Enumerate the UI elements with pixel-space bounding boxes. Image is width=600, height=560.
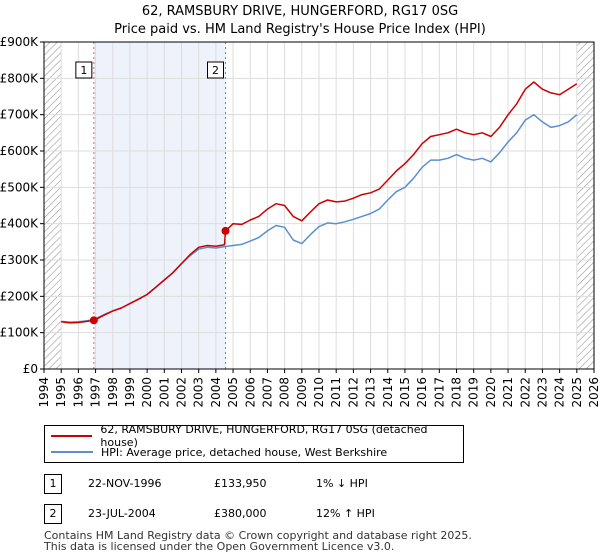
x-tick-label: 2011	[329, 377, 343, 408]
x-tick-label: 2002	[175, 377, 189, 408]
x-tick-label: 2020	[484, 377, 498, 408]
y-tick-label: £900K	[0, 35, 39, 49]
chart-subtitle: Price paid vs. HM Land Registry's House …	[114, 22, 486, 37]
transaction-row: 1 22-NOV-1996 £133,950 1% ↓ HPI	[44, 474, 564, 494]
x-tick-label: 2021	[501, 377, 515, 408]
transaction-label: 2	[212, 64, 219, 77]
transaction-row: 2 23-JUL-2004 £380,000 12% ↑ HPI	[44, 504, 564, 524]
transaction-price: £380,000	[214, 507, 267, 520]
x-tick-label: 2005	[226, 377, 240, 408]
y-tick-label: £600K	[0, 144, 39, 158]
x-tick-label: 2025	[570, 377, 584, 408]
y-tick-label: £0	[23, 362, 38, 376]
y-tick-label: £800K	[0, 71, 39, 85]
x-tick-label: 2026	[587, 377, 600, 408]
transaction-point	[221, 226, 230, 235]
legend-item-hpi: HPI: Average price, detached house, West…	[51, 444, 387, 460]
y-tick-label: £300K	[0, 253, 39, 267]
y-tick-label: £200K	[0, 289, 39, 303]
legend-label-hpi: HPI: Average price, detached house, West…	[101, 445, 388, 459]
transaction-label-box	[207, 61, 224, 79]
transaction-marker: 2	[44, 504, 62, 524]
x-tick-label: 2017	[432, 377, 446, 408]
x-tick-label: 2001	[157, 377, 171, 408]
transaction-hpi-relation: 1% ↓ HPI	[316, 477, 368, 490]
transaction-price: £133,950	[214, 477, 267, 490]
footer-copyright: Contains HM Land Registry data © Crown c…	[44, 529, 472, 542]
y-tick-label: £100K	[0, 326, 39, 340]
transaction-point	[89, 316, 98, 325]
x-tick-label: 2018	[450, 377, 464, 408]
x-tick-label: 2023	[535, 377, 549, 408]
x-tick-label: 2019	[467, 377, 481, 408]
transaction-date: 22-NOV-1996	[88, 477, 162, 490]
x-tick-label: 2007	[260, 377, 274, 408]
x-tick-label: 2000	[140, 377, 154, 408]
x-tick-label: 2022	[518, 377, 532, 408]
highlight-band	[93, 42, 226, 369]
x-tick-label: 2004	[209, 377, 223, 408]
transaction-hpi-relation: 12% ↑ HPI	[316, 507, 375, 520]
x-tick-label: 1999	[123, 377, 137, 408]
hatch-region-end	[576, 42, 594, 369]
x-tick-label: 1998	[106, 377, 120, 408]
legend-label-property: 62, RAMSBURY DRIVE, HUNGERFORD, RG17 0SG…	[100, 423, 428, 449]
footer-licence: This data is licensed under the Open Gov…	[44, 540, 395, 553]
legend: 62, RAMSBURY DRIVE, HUNGERFORD, RG17 0SG…	[44, 423, 464, 463]
transaction-date: 23-JUL-2004	[88, 507, 156, 520]
x-tick-label: 2016	[415, 377, 429, 408]
x-tick-label: 2012	[346, 377, 360, 408]
x-tick-label: 2015	[398, 377, 412, 408]
chart-title: 62, RAMSBURY DRIVE, HUNGERFORD, RG17 0SG	[141, 4, 459, 19]
legend-item-property: 62, RAMSBURY DRIVE, HUNGERFORD, RG17 0SG…	[51, 423, 463, 449]
x-tick-label: 2014	[381, 377, 395, 408]
hatch-region-start	[44, 42, 62, 369]
legend-swatch-property	[51, 435, 93, 437]
footer: Contains HM Land Registry data © Crown c…	[44, 530, 472, 552]
x-tick-label: 2024	[553, 377, 567, 408]
x-tick-label: 1997	[89, 377, 103, 408]
transaction-label: 1	[80, 64, 87, 77]
y-tick-label: £700K	[0, 108, 39, 122]
y-tick-label: £400K	[0, 217, 39, 231]
x-tick-label: 2003	[192, 377, 206, 408]
legend-swatch-hpi	[51, 451, 93, 453]
x-tick-label: 1996	[71, 377, 85, 408]
price-chart: 1 2 £0 £100K £200K £300K £400K £500K £600K £700K…	[0, 35, 600, 408]
x-tick-label: 2006	[243, 377, 257, 408]
x-tick-label: 2009	[295, 377, 309, 408]
transaction-label-box	[75, 61, 93, 79]
x-tick-label: 2010	[312, 377, 326, 408]
x-tick-label: 2008	[278, 377, 292, 408]
x-tick-label: 1995	[54, 377, 68, 408]
transaction-marker: 1	[44, 474, 62, 494]
x-tick-label: 1994	[37, 377, 51, 408]
x-tick-label: 2013	[364, 377, 378, 408]
y-tick-label: £500K	[0, 180, 39, 194]
series-line-property	[61, 81, 578, 324]
